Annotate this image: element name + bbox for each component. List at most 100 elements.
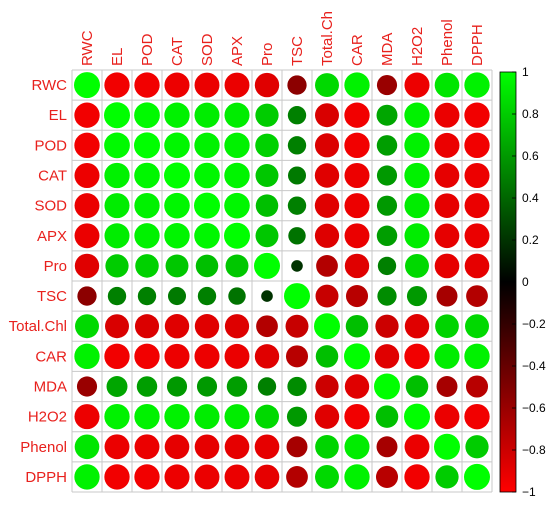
cell-TSC-MDA bbox=[377, 286, 397, 306]
cell-DPPH-SOD bbox=[194, 464, 220, 490]
cell-H2O2-H2O2 bbox=[404, 403, 430, 430]
row-label: RWC bbox=[31, 77, 67, 94]
cell-POD-EL bbox=[104, 132, 130, 159]
cell-Pro-Pro bbox=[254, 252, 280, 279]
cell-MDA-RWC bbox=[76, 376, 98, 397]
cell-CAR-MDA bbox=[374, 344, 400, 369]
cell-H2O2-SOD bbox=[194, 404, 220, 430]
cell-POD-Total.Chl bbox=[314, 133, 340, 158]
cell-TSC-CAR bbox=[345, 285, 369, 308]
cell-DPPH-TSC bbox=[286, 466, 308, 488]
cell-Pro-SOD bbox=[195, 254, 219, 278]
cell-CAT-CAR bbox=[344, 162, 370, 189]
cell-DPPH-CAR bbox=[344, 464, 370, 490]
cell-DPPH-APX bbox=[224, 464, 250, 490]
row-label: CAR bbox=[35, 348, 67, 365]
cell-Phenol-DPPH bbox=[465, 435, 489, 459]
cell-SOD-TSC bbox=[287, 196, 307, 215]
cell-MDA-H2O2 bbox=[405, 375, 429, 398]
cell-RWC-Total.Chl bbox=[315, 73, 339, 98]
cell-SOD-RWC bbox=[74, 193, 100, 219]
column-label: Total.Ch bbox=[319, 11, 336, 66]
column-label: Phenol bbox=[439, 19, 456, 66]
cell-H2O2-EL bbox=[104, 403, 130, 430]
cell-Phenol-EL bbox=[104, 434, 130, 460]
cell-EL-MDA bbox=[376, 104, 398, 126]
row-label: Total.Chl bbox=[9, 318, 67, 335]
cell-RWC-Pro bbox=[254, 72, 280, 98]
cell-Pro-APX bbox=[225, 254, 249, 278]
column-label: EL bbox=[109, 48, 126, 66]
cell-MDA-MDA bbox=[374, 373, 400, 400]
cell-APX-EL bbox=[104, 223, 130, 249]
cell-Phenol-CAT bbox=[164, 434, 190, 460]
row-label: Phenol bbox=[20, 439, 67, 456]
cell-SOD-SOD bbox=[194, 192, 220, 219]
column-label: SOD bbox=[199, 33, 216, 66]
cell-SOD-H2O2 bbox=[404, 193, 430, 219]
row-label: SOD bbox=[34, 198, 67, 215]
cell-CAT-Phenol bbox=[434, 163, 460, 188]
cell-RWC-APX bbox=[224, 72, 250, 98]
cell-SOD-CAT bbox=[164, 192, 190, 219]
cell-Phenol-SOD bbox=[194, 434, 220, 460]
grid-lines bbox=[71, 69, 493, 493]
cell-CAR-TSC bbox=[285, 345, 309, 368]
cell-TSC-TSC bbox=[284, 283, 310, 310]
column-label: POD bbox=[139, 33, 156, 66]
cell-MDA-SOD bbox=[196, 376, 218, 397]
cell-SOD-APX bbox=[224, 192, 250, 219]
cell-H2O2-RWC bbox=[74, 404, 100, 430]
cell-POD-POD bbox=[134, 132, 160, 159]
cell-POD-APX bbox=[224, 132, 250, 159]
cell-Total.Chl-Total.Chl bbox=[314, 313, 340, 340]
row-label: DPPH bbox=[25, 469, 67, 486]
row-label: H2O2 bbox=[28, 409, 67, 426]
cell-CAR-POD bbox=[134, 343, 160, 370]
cell-EL-TSC bbox=[287, 106, 307, 125]
cell-RWC-CAT bbox=[164, 72, 190, 98]
cell-DPPH-POD bbox=[134, 464, 160, 490]
cell-MDA-APX bbox=[226, 376, 248, 397]
cell-TSC-CAT bbox=[167, 287, 187, 306]
cell-CAR-Total.Chl bbox=[315, 345, 339, 368]
cell-MDA-Pro bbox=[257, 377, 277, 396]
column-label: CAT bbox=[169, 37, 186, 66]
cell-EL-EL bbox=[104, 102, 130, 129]
cell-APX-APX bbox=[224, 222, 250, 249]
cell-DPPH-Pro bbox=[254, 464, 280, 490]
cell-EL-Pro bbox=[255, 103, 279, 127]
legend-tick-label: 0.2 bbox=[522, 233, 539, 247]
cell-EL-CAR bbox=[344, 102, 370, 128]
cell-MDA-CAR bbox=[344, 374, 370, 399]
cell-Phenol-Phenol bbox=[434, 433, 460, 460]
cell-EL-SOD bbox=[194, 102, 220, 128]
cell-CAR-H2O2 bbox=[404, 343, 430, 370]
cell-CAT-POD bbox=[134, 162, 160, 189]
cell-CAT-SOD bbox=[194, 162, 220, 189]
cell-H2O2-CAT bbox=[164, 403, 190, 430]
cell-Phenol-H2O2 bbox=[404, 434, 430, 460]
cell-EL-RWC bbox=[74, 102, 100, 128]
row-label: Pro bbox=[44, 258, 67, 275]
cell-CAT-RWC bbox=[74, 162, 100, 189]
cell-Pro-POD bbox=[135, 254, 159, 278]
row-label: APX bbox=[37, 228, 67, 245]
cell-APX-DPPH bbox=[464, 223, 490, 249]
cell-POD-Phenol bbox=[434, 132, 460, 158]
cell-TSC-Total.Chl bbox=[315, 284, 339, 308]
cell-MDA-POD bbox=[136, 376, 158, 397]
cell-EL-POD bbox=[134, 102, 160, 129]
cell-CAT-H2O2 bbox=[404, 162, 430, 189]
cell-RWC-H2O2 bbox=[404, 72, 430, 98]
cell-DPPH-Total.Chl bbox=[315, 464, 339, 489]
cell-DPPH-DPPH bbox=[464, 463, 490, 490]
cell-Pro-Total.Chl bbox=[316, 255, 338, 277]
cell-Pro-CAR bbox=[344, 253, 370, 279]
cell-POD-Pro bbox=[255, 133, 279, 158]
cell-EL-Total.Chl bbox=[315, 103, 339, 128]
cell-CAT-CAT bbox=[164, 162, 190, 189]
cell-SOD-Total.Chl bbox=[314, 193, 340, 218]
cell-APX-CAT bbox=[164, 223, 190, 249]
cell-APX-Total.Chl bbox=[314, 223, 340, 248]
